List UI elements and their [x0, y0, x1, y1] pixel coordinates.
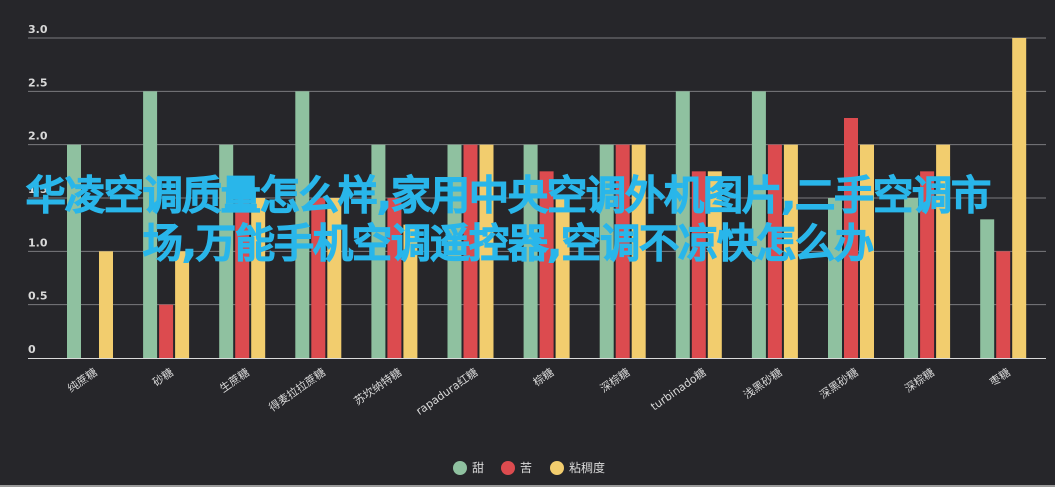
- bar-sweet: [675, 91, 690, 358]
- bar-bitter: [691, 171, 706, 358]
- y-tick-label: 1.5: [28, 183, 48, 196]
- bar-sweet: [143, 91, 158, 358]
- bar-bitter: [767, 144, 782, 358]
- bar-bitter: [920, 171, 935, 358]
- bar-bitter: [387, 198, 402, 358]
- bar-sweet: [371, 144, 386, 358]
- bar-viscosity: [99, 251, 113, 358]
- bar-bitter: [844, 118, 858, 358]
- bar-viscosity: [707, 171, 722, 358]
- legend[interactable]: 甜 苦 粘稠度: [453, 460, 605, 475]
- bar-sweet: [295, 91, 310, 358]
- bars: [67, 38, 1027, 358]
- x-tick-label: 棕糖: [530, 365, 556, 389]
- x-tick-label: 深棕糖: [902, 365, 937, 395]
- legend-swatch: [550, 461, 564, 475]
- bar-viscosity: [479, 144, 494, 358]
- y-tick-label: 0: [28, 343, 36, 356]
- bar-sweet: [67, 144, 81, 358]
- overlay-title: 华凌空调质量怎么样,家用中央空调外机图片,二手空调市场,万能手机空调遥控器,空调…: [25, 173, 991, 268]
- legend-item[interactable]: 粘稠度: [550, 460, 605, 475]
- bar-viscosity: [555, 198, 570, 358]
- bar-sweet: [447, 144, 462, 358]
- y-tick-label: 0.5: [28, 290, 48, 303]
- x-tick-label: 生蔗糖: [217, 365, 252, 395]
- bar-viscosity: [327, 198, 342, 358]
- bar-sweet: [980, 219, 995, 358]
- x-tick-label: 深棕糖: [597, 365, 632, 395]
- bar-bitter: [235, 198, 250, 358]
- legend-item[interactable]: 苦: [501, 461, 532, 475]
- bar-viscosity: [403, 224, 418, 358]
- y-axis-ticks: 0 0.5 1.0 1.5 2.0 2.5 3.0: [28, 23, 48, 356]
- bar-bitter: [463, 144, 478, 358]
- x-tick-label: 浅黑砂糖: [741, 365, 785, 402]
- x-tick-label: 枣糖: [987, 365, 1013, 389]
- bar-viscosity: [631, 144, 646, 358]
- bar-sweet: [751, 91, 766, 358]
- bar-viscosity: [860, 144, 874, 358]
- bar-viscosity: [1012, 38, 1027, 358]
- legend-swatch: [453, 461, 467, 475]
- bar-sweet: [904, 198, 919, 358]
- legend-label: 苦: [520, 461, 532, 475]
- bar-bitter: [996, 251, 1011, 358]
- y-tick-label: 3.0: [28, 23, 48, 36]
- x-tick-label: rapadura红糖: [413, 365, 480, 418]
- bar-viscosity: [936, 144, 951, 358]
- bar-bitter: [311, 198, 326, 358]
- bar-bitter: [539, 171, 554, 358]
- legend-item[interactable]: 甜: [453, 461, 484, 475]
- bar-sweet: [523, 144, 538, 358]
- x-tick-label: 纯蔗糖: [65, 365, 100, 395]
- bar-sweet: [219, 144, 234, 358]
- y-tick-label: 1.0: [28, 236, 48, 249]
- bar-sweet: [828, 198, 842, 358]
- y-tick-label: 2.5: [28, 76, 48, 89]
- bottom-border: [0, 485, 1055, 487]
- x-tick-label: 深黑砂糖: [817, 365, 861, 402]
- y-tick-label: 2.0: [28, 130, 48, 143]
- bar-sweet: [599, 144, 614, 358]
- x-tick-label: 砂糖: [150, 365, 176, 389]
- x-tick-label: turbinado糖: [648, 365, 709, 413]
- bar-viscosity: [783, 144, 798, 358]
- bar-viscosity: [251, 198, 266, 358]
- legend-label: 粘稠度: [569, 460, 605, 475]
- x-tick-label: 苏坎纳特糖: [351, 365, 404, 408]
- x-tick-label: 得麦拉拉蔗糖: [266, 365, 328, 414]
- legend-swatch: [501, 461, 515, 475]
- bar-bitter: [615, 144, 630, 358]
- legend-label: 甜: [472, 461, 484, 475]
- bar-viscosity: [175, 251, 190, 358]
- x-axis-ticks: 纯蔗糖 砂糖 生蔗糖 得麦拉拉蔗糖 苏坎纳特糖 rapadura红糖 棕糖 深棕糖 turbin…: [65, 365, 1013, 418]
- bar-bitter: [159, 304, 174, 358]
